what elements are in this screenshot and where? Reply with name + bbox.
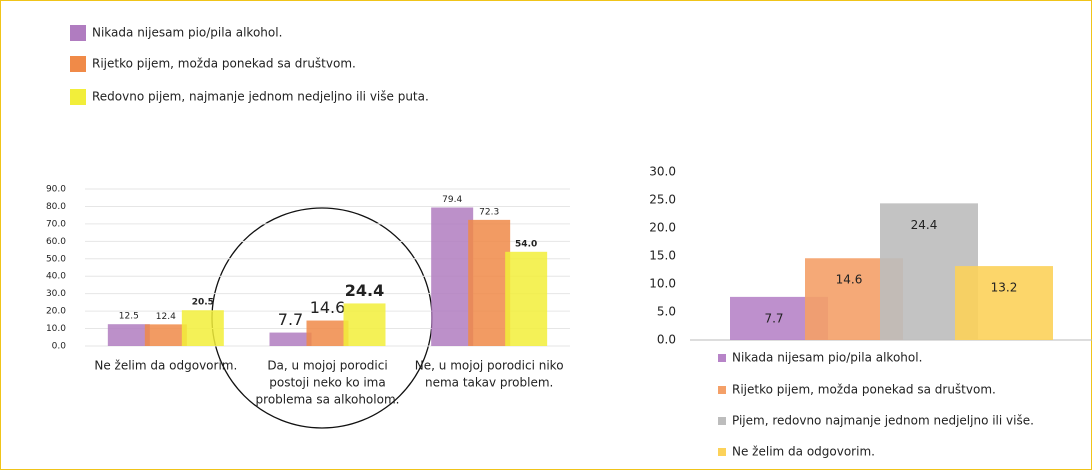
legend-label: Rijetko pijem, možda ponekad sa društvom… xyxy=(732,383,996,397)
bar xyxy=(955,266,1053,340)
legend-label: Nikada nijesam pio/pila alkohol. xyxy=(92,26,282,40)
y-tick-label: 10.0 xyxy=(649,277,676,291)
x-tick-label: postoji neko ko ima xyxy=(269,376,385,390)
x-tick-label: problema sa alkoholom. xyxy=(256,393,400,407)
value-label: 79.4 xyxy=(442,195,462,205)
y-tick-label: 15.0 xyxy=(649,249,676,263)
bar xyxy=(431,207,474,346)
bar xyxy=(505,251,548,346)
x-tick-label: nema takav problem. xyxy=(425,376,553,390)
legend-swatch xyxy=(70,56,86,72)
value-label: 20.5 xyxy=(192,298,214,308)
y-tick-label: 80.0 xyxy=(46,202,66,212)
y-tick-label: 0.0 xyxy=(52,342,67,352)
value-label: 13.2 xyxy=(991,281,1018,295)
legend-swatch xyxy=(718,448,726,456)
y-tick-label: 40.0 xyxy=(46,272,66,282)
value-label: 7.7 xyxy=(278,310,303,329)
legend-swatch xyxy=(718,354,726,362)
bar xyxy=(468,219,511,346)
value-label: 54.0 xyxy=(515,239,537,249)
bar xyxy=(306,320,349,346)
y-tick-label: 25.0 xyxy=(649,193,676,207)
value-label: 12.4 xyxy=(156,312,176,322)
value-label: 24.4 xyxy=(911,218,938,232)
y-tick-label: 90.0 xyxy=(46,185,66,195)
legend-swatch xyxy=(70,25,86,41)
x-tick-label: Da, u mojoj porodici xyxy=(267,359,387,373)
y-tick-label: 10.0 xyxy=(46,324,66,334)
y-tick-label: 70.0 xyxy=(46,219,66,229)
value-label: 14.6 xyxy=(310,298,346,317)
legend-swatch xyxy=(718,417,726,425)
value-label: 72.3 xyxy=(479,207,499,217)
legend-swatch xyxy=(718,386,726,394)
legend-label: Pijem, redovno najmanje jednom nedjeljno… xyxy=(732,414,1034,428)
y-tick-label: 50.0 xyxy=(46,254,66,264)
value-label: 14.6 xyxy=(836,273,863,287)
y-tick-label: 30.0 xyxy=(46,289,66,299)
value-label: 7.7 xyxy=(764,311,783,325)
y-tick-label: 20.0 xyxy=(46,307,66,317)
legend-label: Ne želim da odgovorim. xyxy=(732,445,875,459)
bar xyxy=(181,310,224,346)
value-label: 12.5 xyxy=(119,312,139,322)
bar xyxy=(144,324,187,346)
value-label: 24.4 xyxy=(345,281,384,300)
bar xyxy=(107,324,150,346)
legend-label: Redovno pijem, najmanje jednom nedjeljno… xyxy=(92,90,429,104)
legend-label: Nikada nijesam pio/pila alkohol. xyxy=(732,351,922,365)
x-tick-label: Ne, u mojoj porodici niko xyxy=(415,359,564,373)
y-tick-label: 30.0 xyxy=(649,165,676,179)
y-tick-label: 20.0 xyxy=(649,221,676,235)
y-tick-label: 0.0 xyxy=(657,333,676,347)
y-tick-label: 60.0 xyxy=(46,237,66,247)
bar xyxy=(343,303,386,346)
x-tick-label: Ne želim da odgovorim. xyxy=(94,359,237,373)
legend-label: Rijetko pijem, možda ponekad sa društvom… xyxy=(92,57,356,71)
bar xyxy=(269,332,312,346)
legend-swatch xyxy=(70,89,86,105)
y-tick-label: 5.0 xyxy=(657,305,676,319)
